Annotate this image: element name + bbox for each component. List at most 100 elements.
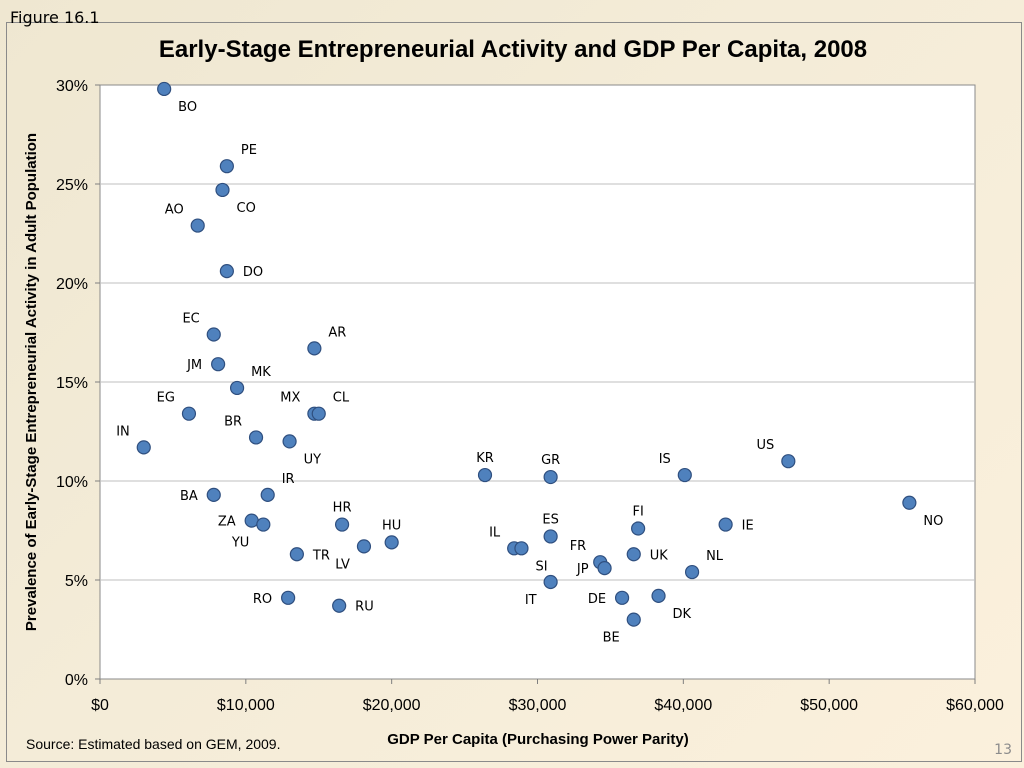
point-label-hr: HR bbox=[333, 501, 352, 516]
point-label-ao: AO bbox=[165, 203, 184, 218]
x-tick-label: $50,000 bbox=[800, 697, 858, 714]
point-label-fi: FI bbox=[632, 505, 643, 520]
point-label-gr: GR bbox=[541, 453, 560, 468]
point-label-no: NO bbox=[923, 514, 943, 529]
data-point-ba bbox=[206, 487, 221, 502]
point-label-mk: MK bbox=[251, 365, 271, 380]
point-labels: BO PE CO AO DO EC AR JM MK EG MX CL BR UY IN KR GR IS US BA… bbox=[116, 100, 943, 646]
point-label-kr: KR bbox=[476, 451, 494, 466]
data-point-do bbox=[219, 264, 234, 279]
data-point-gr bbox=[543, 469, 558, 485]
data-point-bo bbox=[157, 81, 172, 97]
point-label-bo: BO bbox=[178, 100, 197, 115]
data-point-fi bbox=[631, 521, 646, 536]
point-label-br: BR bbox=[224, 414, 242, 429]
axes bbox=[95, 84, 976, 684]
point-label-za: ZA bbox=[218, 515, 236, 530]
point-label-ie: IE bbox=[742, 519, 754, 534]
data-point-us bbox=[781, 454, 796, 469]
data-point-hu bbox=[384, 535, 399, 550]
y-tick-label: 30% bbox=[56, 78, 88, 95]
y-tick-label: 25% bbox=[56, 177, 88, 194]
data-point-es bbox=[543, 529, 558, 544]
data-point-is bbox=[677, 467, 692, 483]
chart-title: Early-Stage Entrepreneurial Activity and… bbox=[159, 36, 867, 63]
data-point-ec bbox=[206, 327, 221, 342]
data-point-br bbox=[248, 430, 264, 445]
data-point-uk bbox=[626, 547, 641, 562]
point-label-uk: UK bbox=[650, 548, 669, 563]
point-label-hu: HU bbox=[382, 518, 401, 533]
data-point-jp bbox=[597, 561, 612, 576]
point-label-il: IL bbox=[489, 525, 501, 540]
point-label-pe: PE bbox=[241, 143, 257, 158]
point-label-it: IT bbox=[525, 593, 537, 608]
point-label-is: IS bbox=[659, 452, 671, 467]
point-label-ar: AR bbox=[328, 325, 346, 340]
data-point-ao bbox=[190, 218, 205, 233]
data-point-in bbox=[136, 440, 151, 455]
data-point-uy bbox=[282, 434, 297, 449]
point-label-co: CO bbox=[237, 201, 256, 216]
x-tick-label: $10,000 bbox=[217, 697, 275, 714]
data-point-ro bbox=[281, 590, 296, 605]
data-point-mk bbox=[229, 380, 245, 396]
slide-frame bbox=[6, 22, 1022, 762]
point-label-jp: JP bbox=[576, 562, 589, 577]
point-label-nl: NL bbox=[706, 549, 724, 564]
tick-labels: 0% 5% 10% 15% 20% 25% 30% $0 $10,000 $20,000 $30,0… bbox=[56, 78, 1004, 714]
point-label-ec: EC bbox=[182, 311, 199, 326]
y-tick-label: 5% bbox=[65, 573, 88, 590]
x-tick-label: $60,000 bbox=[946, 697, 1004, 714]
data-point-it bbox=[543, 574, 558, 590]
point-label-yu: YU bbox=[231, 536, 249, 551]
data-point-ir bbox=[260, 487, 275, 502]
x-tick-label: $40,000 bbox=[654, 697, 712, 714]
point-label-be: BE bbox=[603, 631, 620, 646]
data-point-si bbox=[514, 541, 529, 556]
data-point-eg bbox=[181, 406, 197, 421]
point-label-de: DE bbox=[588, 592, 606, 607]
point-label-us: US bbox=[757, 438, 775, 453]
page-number: 13 bbox=[994, 742, 1012, 758]
data-point-tr bbox=[289, 547, 304, 562]
point-label-ro: RO bbox=[253, 592, 272, 607]
point-label-es: ES bbox=[542, 512, 558, 527]
data-point-ar bbox=[307, 341, 322, 356]
data-point-ie bbox=[718, 517, 733, 532]
x-tick-label: $0 bbox=[91, 697, 109, 714]
data-point-lv bbox=[356, 539, 372, 554]
point-label-lv: LV bbox=[335, 557, 350, 572]
point-label-dk: DK bbox=[673, 607, 692, 622]
figure-label: Figure 16.1 bbox=[10, 8, 100, 27]
data-point-no bbox=[902, 495, 917, 510]
y-axis-title: Prevalence of Early-Stage Entrepreneuria… bbox=[23, 133, 40, 631]
data-point-be bbox=[626, 612, 641, 627]
x-tick-label: $30,000 bbox=[509, 697, 567, 714]
point-label-fr: FR bbox=[570, 539, 587, 554]
data-point-za bbox=[244, 513, 259, 528]
point-label-si: SI bbox=[535, 559, 547, 574]
point-label-ru: RU bbox=[355, 600, 374, 615]
gridlines bbox=[100, 183, 975, 581]
data-point-co bbox=[215, 182, 230, 198]
data-points bbox=[136, 81, 917, 627]
source-note: Source: Estimated based on GEM, 2009. bbox=[26, 736, 281, 752]
data-point-pe bbox=[219, 159, 234, 174]
point-label-jm: JM bbox=[186, 358, 202, 373]
point-label-in: IN bbox=[116, 424, 130, 439]
point-label-ir: IR bbox=[282, 472, 295, 487]
y-tick-label: 20% bbox=[56, 276, 88, 293]
data-point-dk bbox=[651, 588, 666, 603]
data-point-kr bbox=[477, 467, 493, 483]
x-axis-title: GDP Per Capita (Purchasing Power Parity) bbox=[387, 731, 688, 748]
y-tick-label: 0% bbox=[65, 672, 88, 689]
data-point-de bbox=[614, 590, 630, 605]
point-label-do: DO bbox=[243, 265, 263, 280]
point-label-tr: TR bbox=[312, 548, 330, 563]
data-point-ru bbox=[332, 598, 347, 613]
y-tick-label: 10% bbox=[56, 474, 88, 491]
data-point-jm bbox=[211, 357, 226, 372]
point-label-mx: MX bbox=[280, 391, 300, 406]
